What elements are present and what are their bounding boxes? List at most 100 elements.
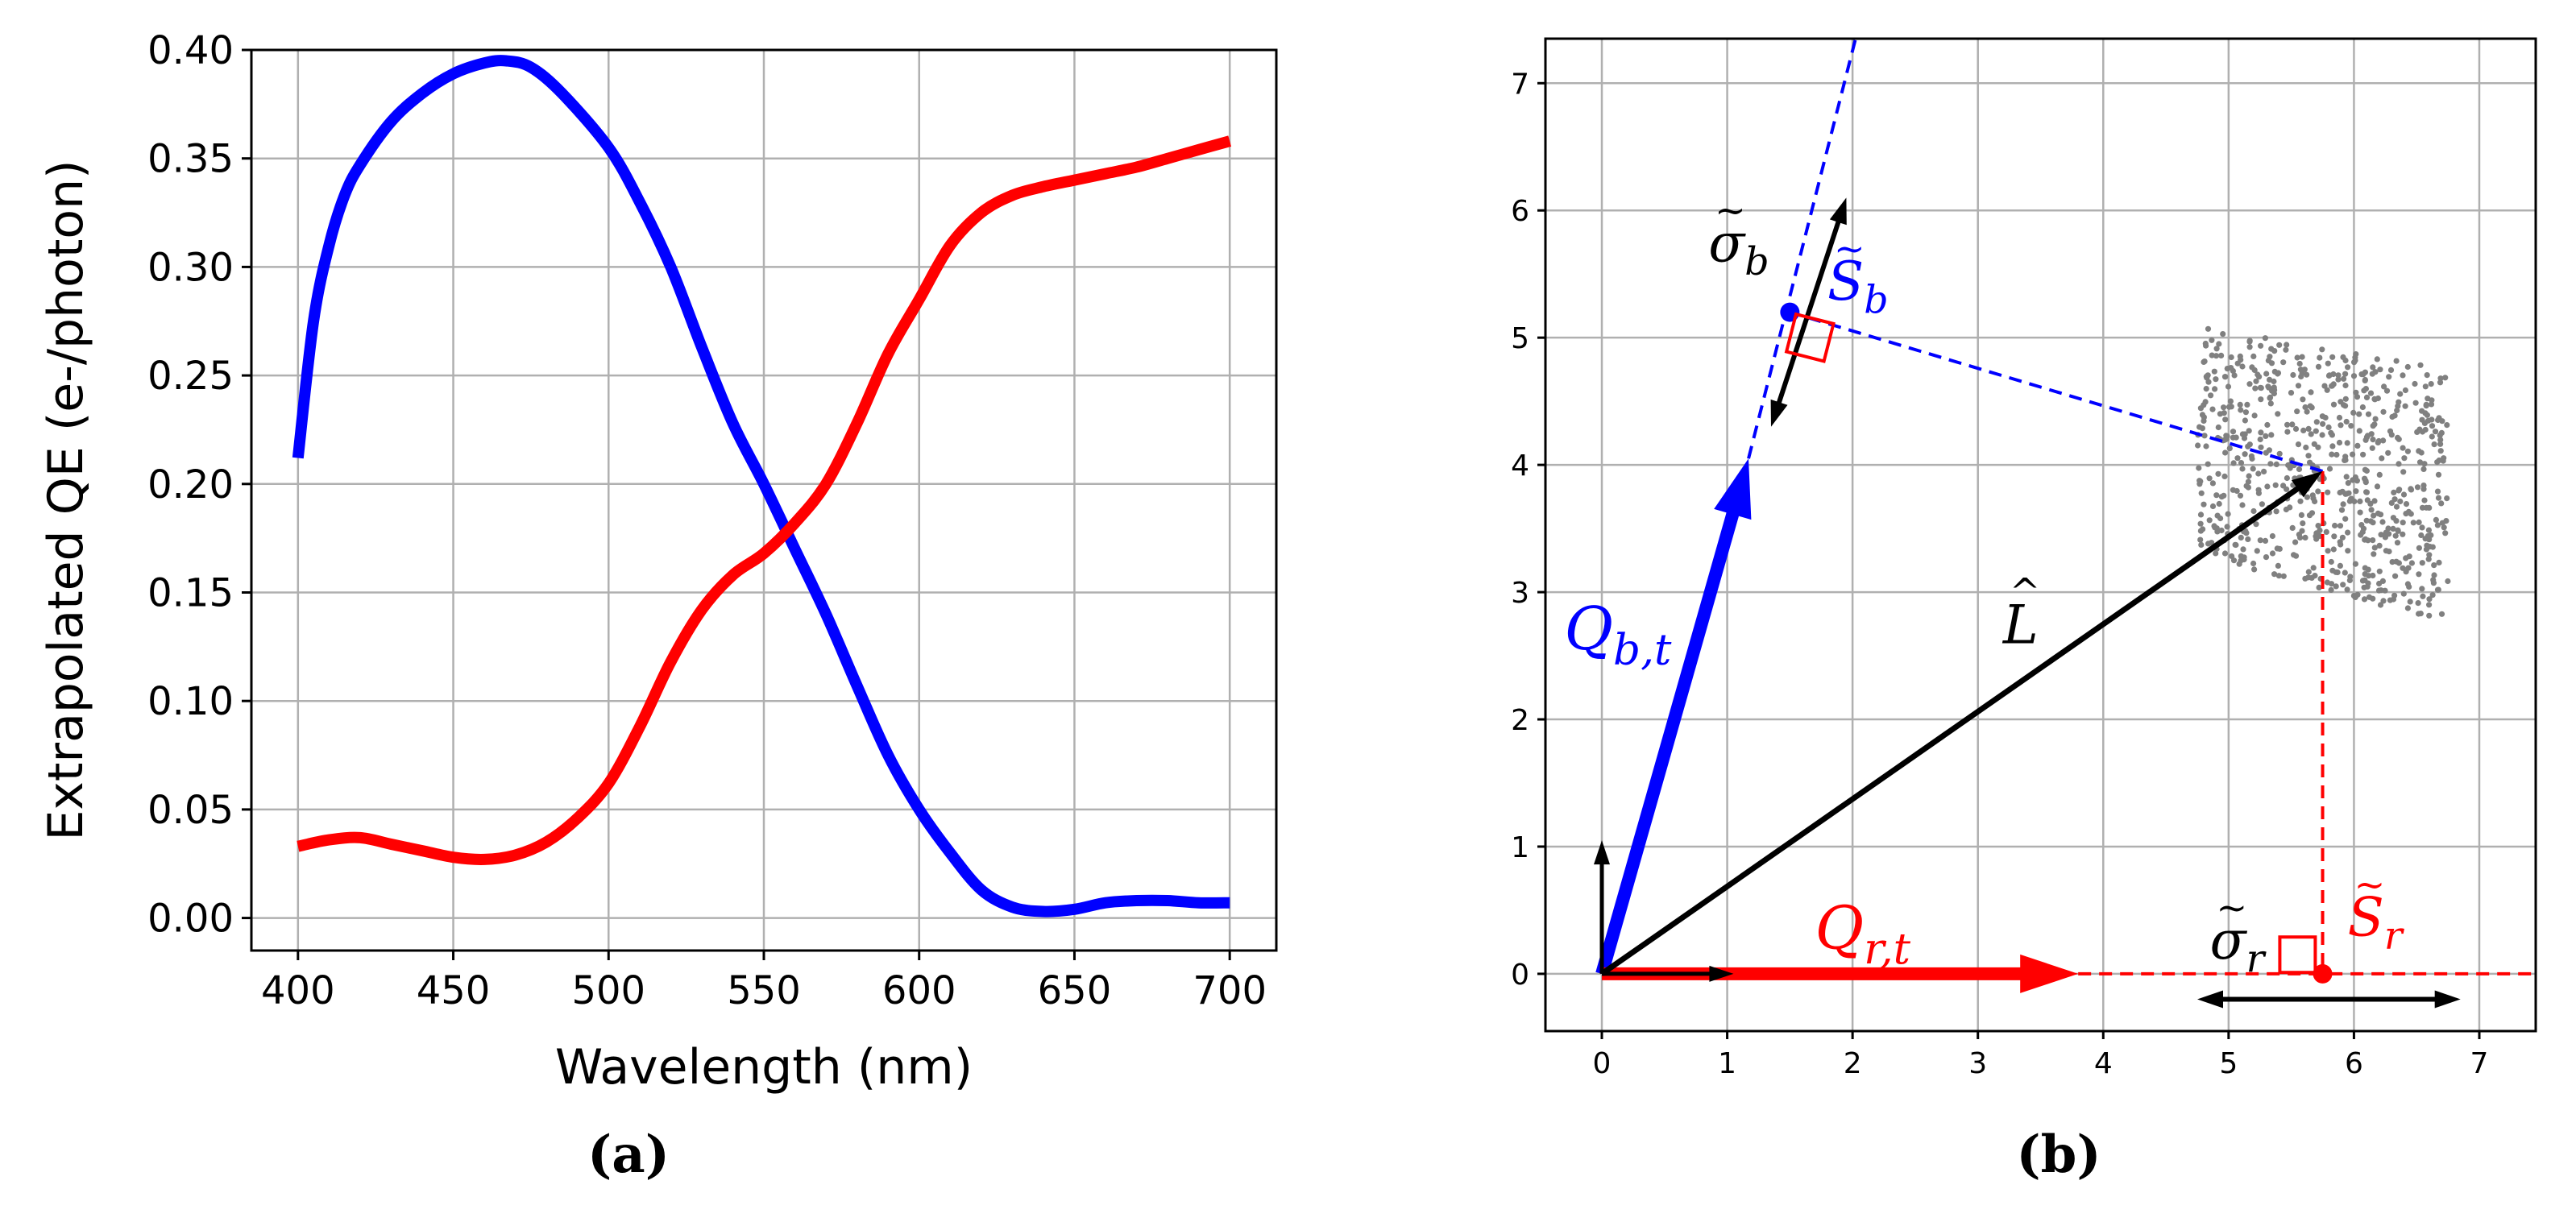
scatter-point — [2416, 611, 2422, 617]
scatter-point — [2217, 411, 2223, 417]
scatter-point — [2367, 390, 2375, 396]
panel-b-ticks: 0 1 2 3 4 5 6 7 0 1 2 3 4 5 6 7 — [1511, 68, 2488, 1080]
scatter-point — [2312, 498, 2318, 505]
panel-a-caption: (a) — [587, 1125, 670, 1185]
scatter-point — [2296, 466, 2303, 473]
scatter-point — [2429, 433, 2435, 440]
scatter-point — [2303, 444, 2309, 451]
scatter-point — [2250, 353, 2257, 359]
sigma_b-arrowhead-start — [1770, 399, 1788, 427]
panel-a-grid — [251, 48, 1276, 951]
scatter-point — [2315, 488, 2321, 495]
scatter-point — [2221, 550, 2229, 557]
panel-b-ytick-label: 4 — [1511, 449, 1529, 483]
scatter-point — [2343, 418, 2350, 425]
scatter-point — [2213, 492, 2220, 499]
scatter-point — [2267, 461, 2274, 467]
scatter-point — [2388, 432, 2395, 438]
scatter-point — [2424, 372, 2430, 379]
scatter-point — [2255, 470, 2262, 477]
S_r-label: Sr — [2348, 887, 2405, 959]
scatter-point — [2391, 496, 2398, 503]
S_b-label: Sb — [1827, 251, 1889, 323]
scatter-point — [2333, 451, 2340, 458]
scatter-point — [2305, 453, 2312, 459]
panel-a-ylabel: Extrapolated QE (e-/photon) — [38, 159, 94, 840]
scatter-point — [2315, 523, 2321, 529]
scatter-point — [2437, 379, 2444, 386]
scatter-point — [2288, 390, 2295, 396]
scatter-point — [2280, 483, 2287, 489]
scatter-point — [2322, 414, 2329, 421]
panel-b-xtick-label: 1 — [1718, 1047, 1736, 1080]
scatter-point — [2342, 457, 2349, 463]
scatter-point — [2347, 496, 2354, 503]
scatter-point — [2336, 414, 2343, 421]
scatter-point — [2372, 416, 2379, 422]
scatter-point — [2206, 475, 2213, 482]
scatter-point — [2361, 387, 2367, 394]
scatter-point — [2304, 371, 2310, 378]
scatter-point — [2234, 455, 2241, 462]
scatter-point — [2284, 342, 2290, 348]
scatter-point — [2424, 412, 2430, 418]
scatter-point — [2299, 354, 2305, 360]
scatter-point — [2226, 404, 2233, 410]
scatter-point — [2216, 341, 2222, 347]
scatter-point — [2209, 503, 2217, 510]
panel-b-xtick-label: 3 — [1968, 1047, 1987, 1080]
scatter-point — [2264, 483, 2271, 490]
S_r-point — [2313, 963, 2333, 984]
scatter-point — [2354, 442, 2361, 449]
scatter-point — [2374, 483, 2381, 490]
scatter-point — [2271, 571, 2278, 578]
scatter-point — [2287, 504, 2293, 511]
scatter-point — [2337, 523, 2344, 529]
scatter-point — [2258, 342, 2264, 349]
scatter-point — [2437, 441, 2444, 447]
Q_b_t-label-sub: b,t — [1613, 625, 1672, 675]
scatter-point — [2412, 380, 2418, 387]
scatter-point — [2369, 445, 2375, 451]
scatter-point — [2360, 371, 2367, 378]
scatter-point — [2227, 398, 2234, 404]
scatter-point — [2444, 422, 2450, 429]
scatter-point — [2202, 399, 2209, 405]
panel-a-ytick-label: 0.20 — [147, 462, 234, 507]
scatter-point — [2202, 340, 2209, 347]
scatter-point — [2268, 360, 2275, 367]
scatter-point — [2426, 602, 2433, 608]
scatter-point — [2246, 381, 2253, 387]
sigma_b-arrow — [1775, 216, 1843, 408]
scatter-point — [2434, 586, 2441, 593]
S_b-label-accent: ~ — [1834, 226, 1865, 270]
scatter-point — [2320, 420, 2326, 427]
scatter-point — [2275, 411, 2281, 417]
scatter-point — [2431, 572, 2437, 578]
panel-a-ytick-label: 0.30 — [147, 245, 234, 290]
scatter-point — [2378, 587, 2384, 594]
scatter-point — [2325, 489, 2331, 495]
scatter-point — [2428, 381, 2434, 387]
scatter-point — [2205, 541, 2212, 547]
panel-b-xtick-label: 7 — [2470, 1047, 2489, 1080]
scatter-point — [2289, 524, 2296, 532]
scatter-point — [2414, 484, 2421, 491]
scatter-point — [2215, 424, 2221, 431]
scatter-point — [2361, 584, 2367, 590]
scatter-point — [2340, 582, 2346, 588]
scatter-point — [2245, 478, 2251, 485]
scatter-point — [2269, 387, 2275, 394]
scatter-point — [2397, 498, 2404, 505]
scatter-point — [2337, 562, 2343, 570]
scatter-point — [2230, 487, 2236, 493]
scatter-point — [2292, 425, 2300, 433]
scatter-point — [2203, 386, 2209, 392]
scatter-point — [2365, 411, 2372, 417]
scatter-point — [2308, 431, 2314, 437]
scatter-point — [2228, 354, 2234, 361]
scatter-point — [2263, 433, 2269, 440]
scatter-point — [2292, 553, 2300, 559]
scatter-point — [2246, 428, 2252, 434]
scatter-point — [2367, 518, 2374, 524]
